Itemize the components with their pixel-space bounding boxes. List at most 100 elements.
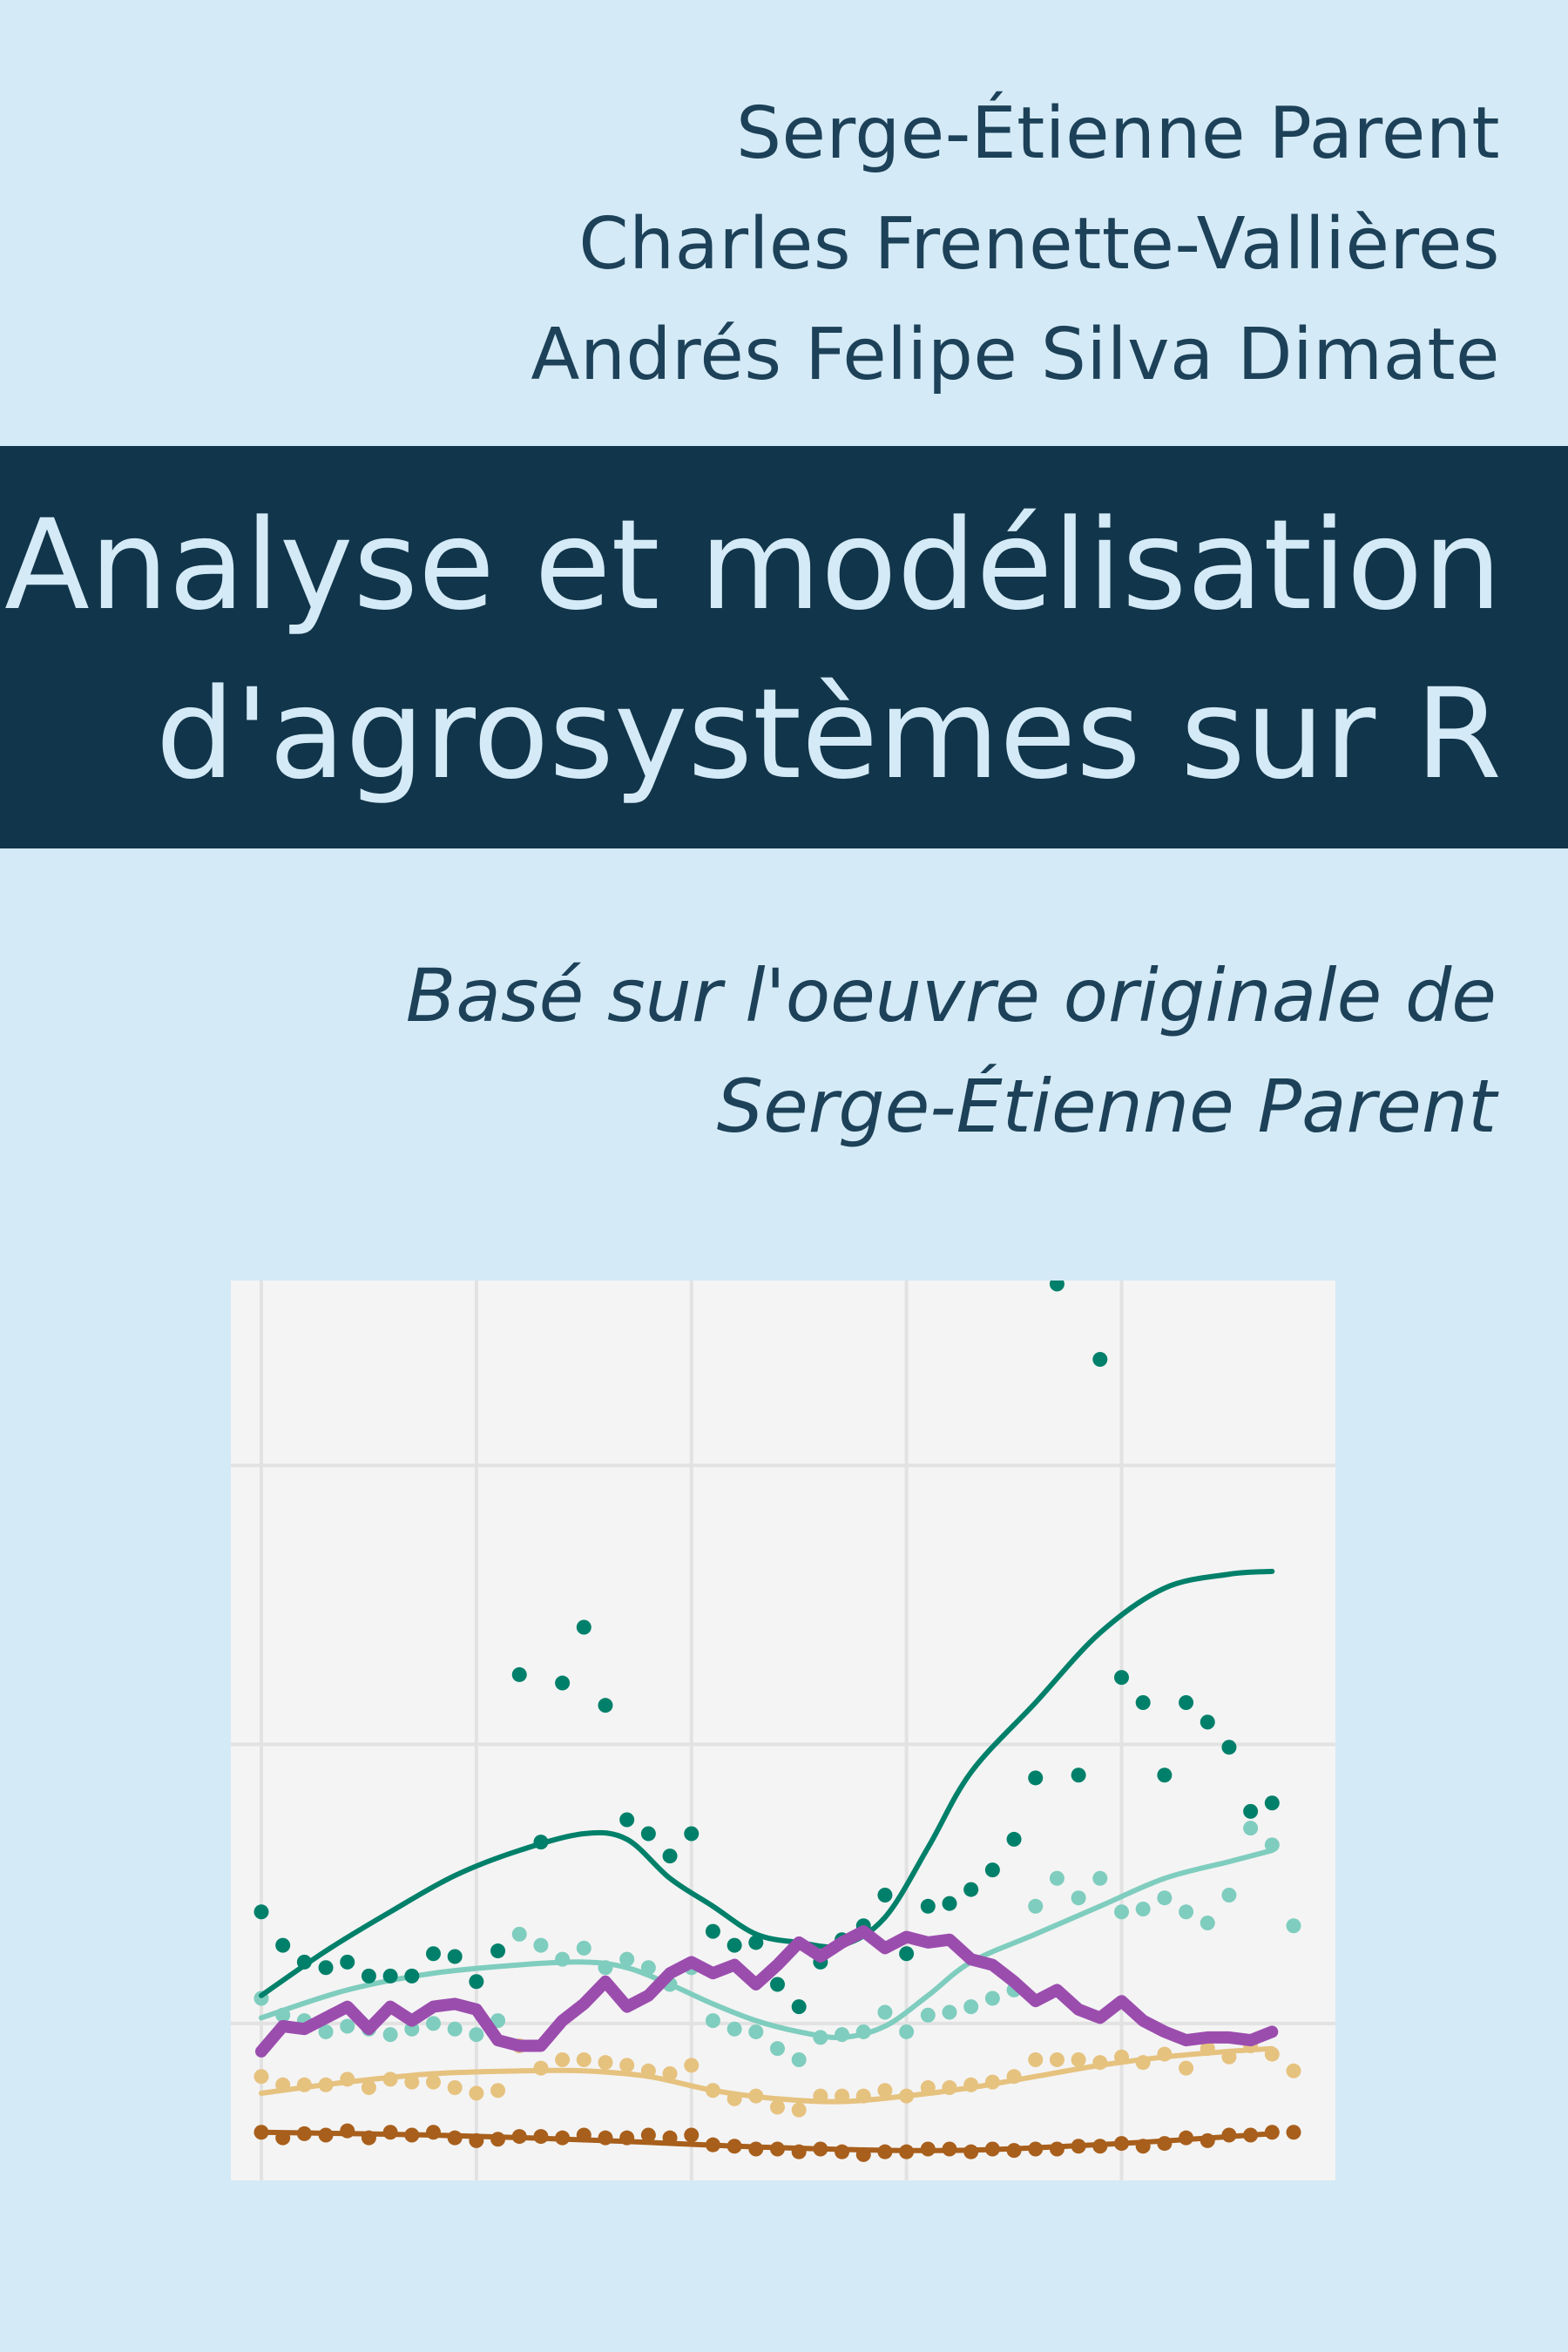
cover-chart (231, 1281, 1335, 2180)
data-point (619, 1951, 635, 1967)
data-point (1200, 1916, 1215, 1931)
data-point (1179, 1904, 1194, 1920)
data-point (511, 1926, 527, 1942)
data-point (555, 2051, 571, 2067)
data-point (1264, 1837, 1280, 1853)
data-point (770, 2041, 785, 2057)
data-point (426, 2016, 441, 2031)
data-point (920, 1898, 936, 1914)
chart-svg (231, 1281, 1335, 2180)
data-point (1286, 2063, 1301, 2078)
data-point (748, 2024, 764, 2039)
data-point (404, 1968, 420, 1984)
data-point (1071, 2051, 1086, 2067)
author-name: Serge-Étienne Parent (735, 92, 1500, 175)
trend-line (259, 1848, 1275, 2041)
author-name: Andrés Felipe Silva Dimate (531, 314, 1500, 396)
data-point (1179, 2060, 1194, 2076)
data-point (490, 1943, 506, 1959)
data-point (1049, 2051, 1064, 2067)
data-point (1179, 1694, 1194, 1710)
data-point (684, 2127, 700, 2143)
data-point (748, 1935, 764, 1950)
data-point (984, 1862, 1000, 1878)
data-point (984, 1990, 1000, 2006)
data-point (705, 1923, 720, 1939)
data-point (619, 1812, 635, 1828)
data-point (640, 1826, 656, 1842)
trend-line (259, 2045, 1275, 2105)
data-point (727, 1937, 742, 1953)
data-point (1028, 2051, 1044, 2067)
data-point (791, 1999, 807, 2015)
data-point (619, 2058, 635, 2073)
data-point (705, 2013, 720, 2029)
trend-line (259, 1568, 1275, 1998)
data-point (404, 2074, 420, 2090)
data-point (340, 1954, 355, 1970)
data-point (511, 1666, 527, 1682)
data-point (598, 1698, 613, 1713)
data-point (447, 2080, 463, 2096)
data-point (1049, 1870, 1064, 1886)
data-point (791, 2102, 807, 2118)
data-point (1006, 1831, 1022, 1847)
book-title: Analyse et modélisation d'agrosystèmes s… (4, 481, 1502, 819)
data-point (361, 1968, 376, 1984)
data-point (662, 1848, 678, 1864)
data-point (920, 2007, 936, 2023)
data-point (1092, 1351, 1108, 1367)
data-point (1243, 1821, 1259, 1836)
data-point (361, 2080, 376, 2096)
book-subtitle: Basé sur l'oeuvre originale de Serge-Éti… (406, 941, 1497, 1162)
data-point (469, 1974, 484, 1990)
data-point (1114, 1904, 1129, 1920)
data-point (1135, 1694, 1151, 1710)
trend-line (259, 2129, 1275, 2153)
data-point (340, 2018, 355, 2034)
title-line-2: d'agrosystèmes sur R (155, 661, 1502, 807)
data-point (469, 2085, 484, 2101)
data-point (770, 1977, 785, 1992)
data-point (1157, 1890, 1173, 1906)
data-point (684, 2058, 700, 2073)
data-point (598, 2055, 613, 2071)
author-list: Serge-Étienne Parent Charles Frenette-Va… (531, 78, 1500, 410)
data-point (382, 2027, 398, 2043)
data-point (576, 1619, 591, 1635)
data-point (253, 1904, 269, 1920)
data-point (1200, 1714, 1215, 1730)
data-point (899, 1946, 915, 1962)
data-point (318, 1960, 334, 1976)
data-point (877, 2004, 893, 2020)
data-point (942, 2004, 957, 2020)
data-point (640, 2127, 656, 2143)
data-point (426, 2074, 441, 2090)
data-point (877, 1887, 893, 1903)
data-point (1049, 1281, 1064, 1292)
subtitle-line-1: Basé sur l'oeuvre originale de (405, 953, 1497, 1038)
data-point (1028, 1770, 1044, 1786)
data-point (1157, 1767, 1173, 1783)
data-point (1092, 1870, 1108, 1886)
data-point (963, 1999, 979, 2015)
data-point (1071, 1767, 1086, 1783)
data-point (555, 1675, 571, 1691)
data-point (1028, 1898, 1044, 1914)
data-point (382, 1968, 398, 1984)
data-point (1114, 1670, 1129, 1686)
data-point (877, 2083, 893, 2099)
data-point (447, 2021, 463, 2037)
data-point (727, 2021, 742, 2037)
data-point (1071, 1890, 1086, 1906)
title-line-1: Analyse et modélisation (4, 492, 1502, 638)
data-point (899, 2024, 915, 2039)
data-point (963, 1882, 979, 1897)
title-band: Analyse et modélisation d'agrosystèmes s… (0, 446, 1568, 848)
author-name: Charles Frenette-Vallières (578, 203, 1500, 286)
data-point (1221, 1887, 1237, 1903)
data-point (1135, 1902, 1151, 1917)
data-point (275, 1937, 291, 1953)
data-point (253, 2069, 269, 2085)
